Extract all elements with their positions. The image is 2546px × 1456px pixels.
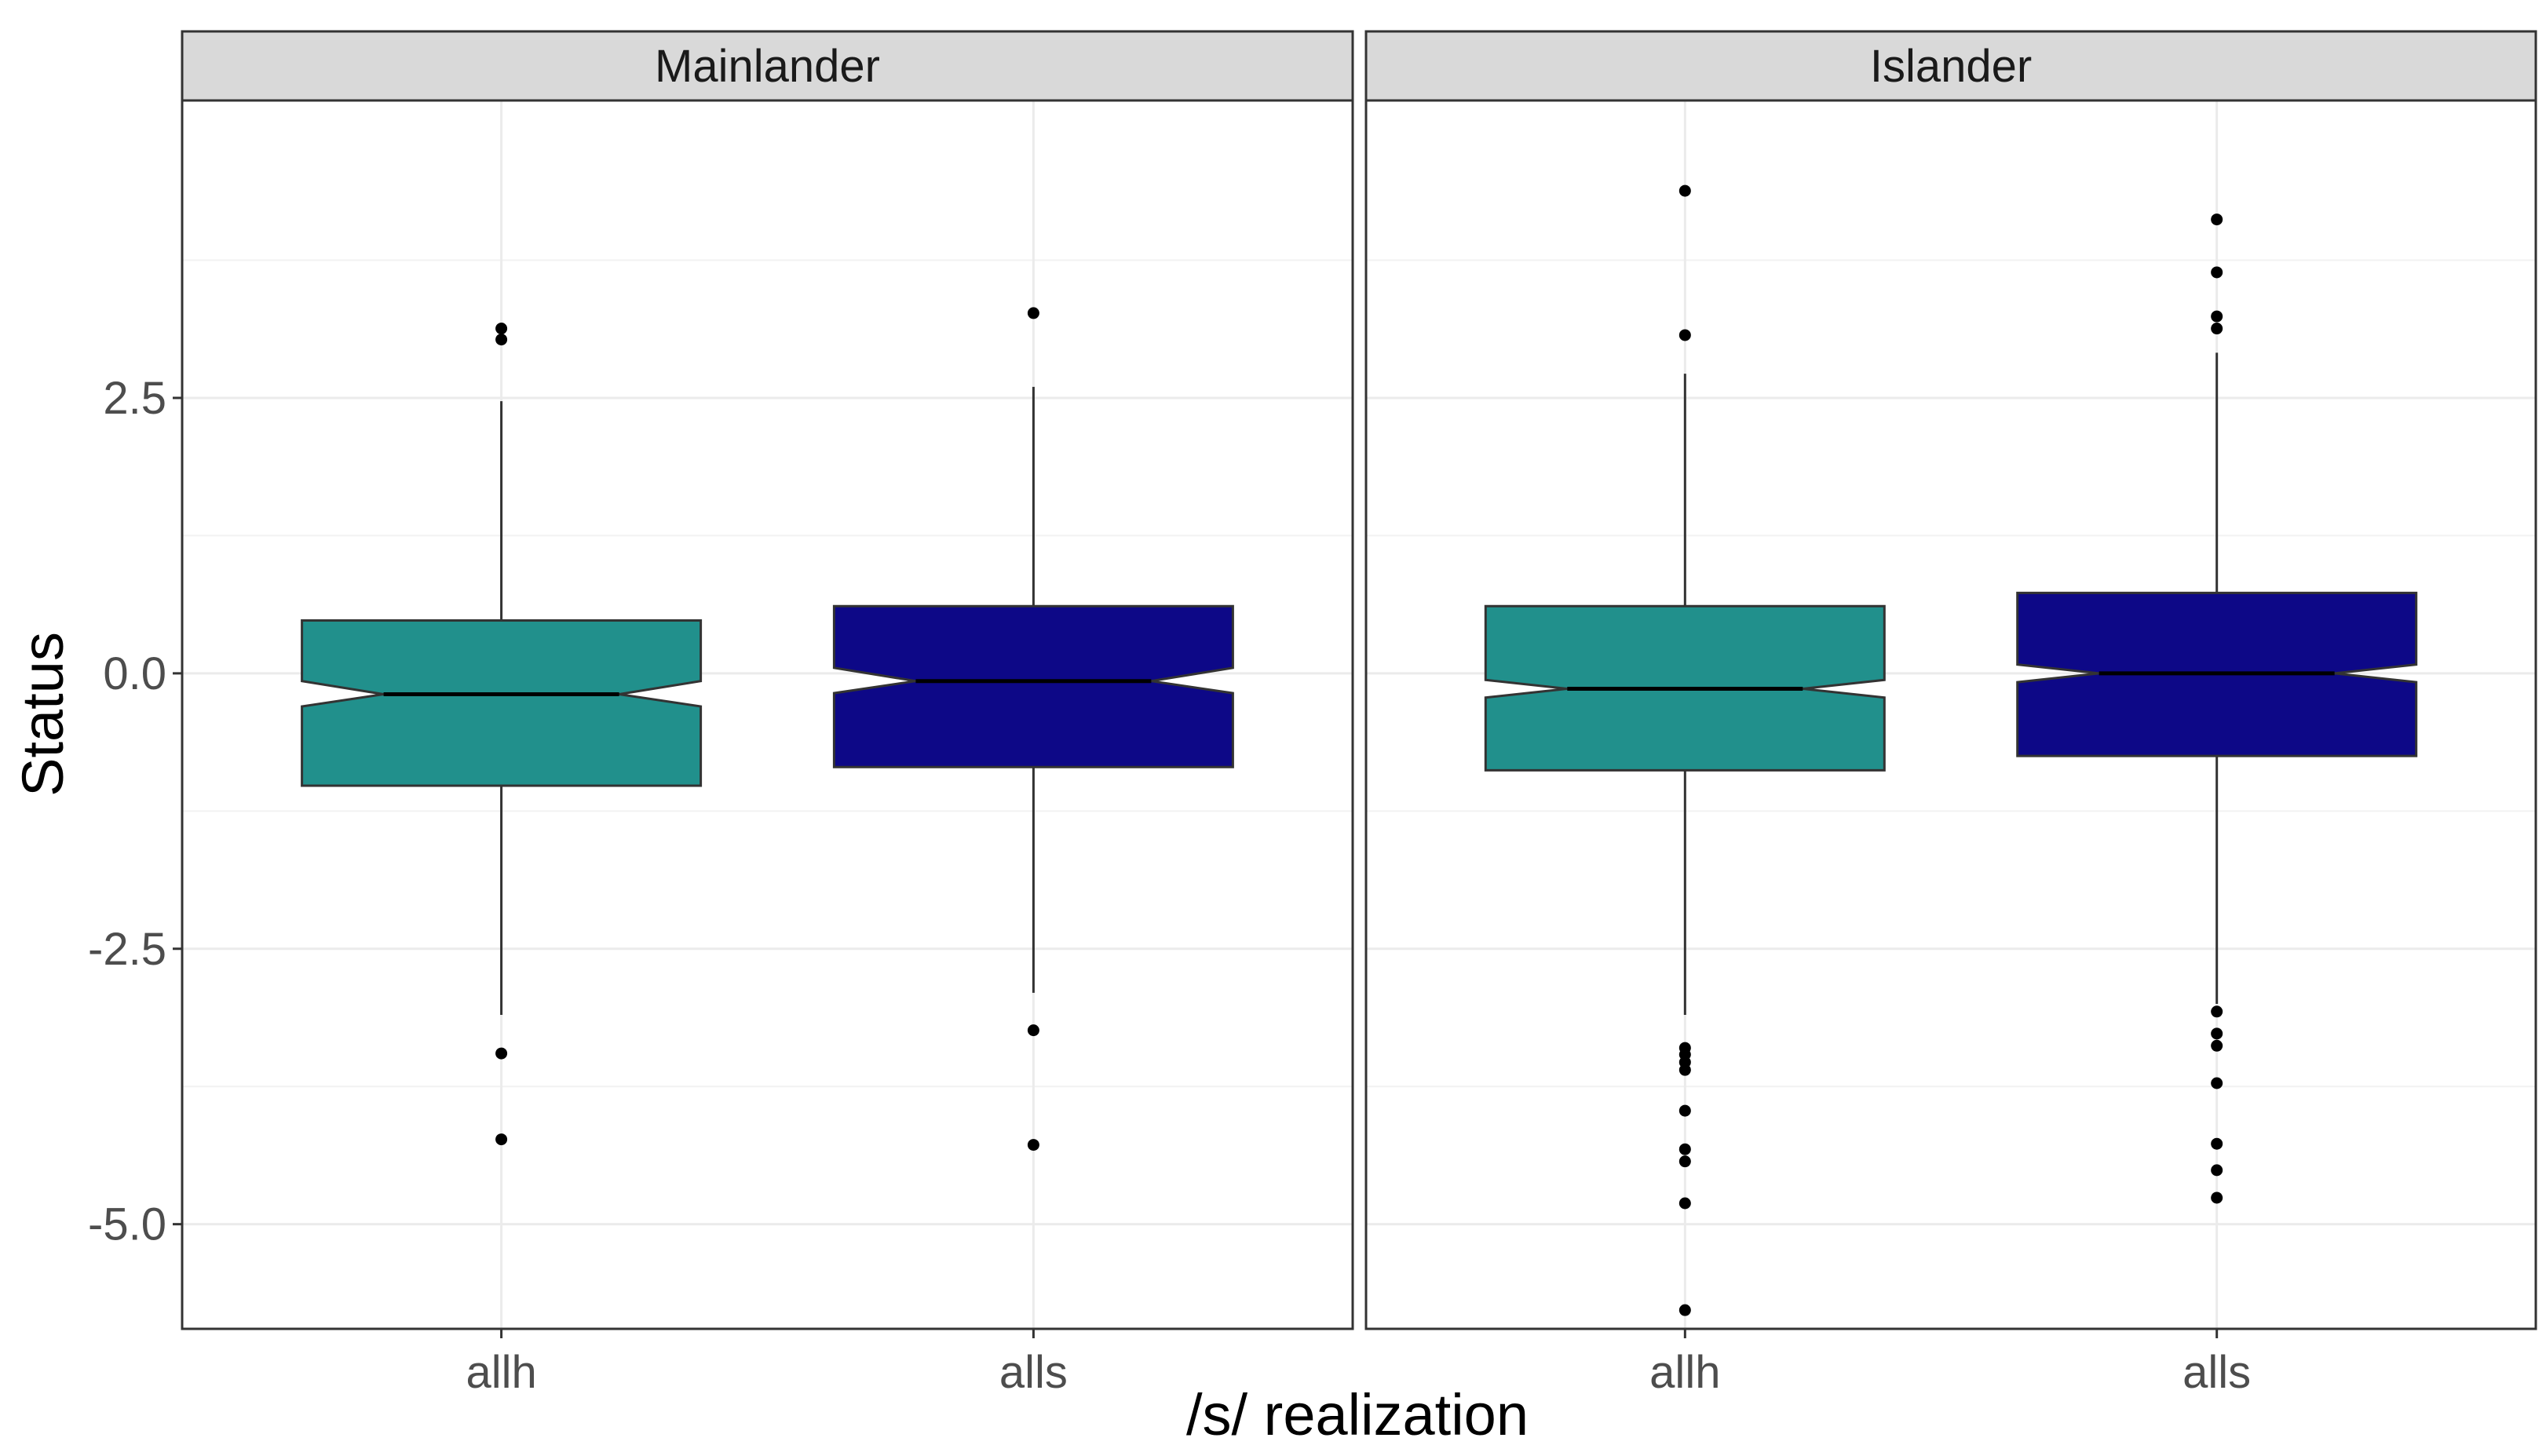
outlier-point — [1678, 1197, 1691, 1210]
notched-box — [832, 604, 1234, 768]
outlier-point — [1678, 184, 1691, 197]
outlier-point — [2211, 1027, 2223, 1040]
facet-strip-label: Mainlander — [655, 41, 880, 92]
outlier-point — [2211, 266, 2223, 279]
box-alls — [2016, 213, 2418, 1204]
outlier-point — [2211, 323, 2223, 335]
outlier-point — [2211, 1077, 2223, 1089]
panel-border — [181, 99, 1354, 1330]
outlier-point — [1678, 1104, 1691, 1117]
outlier-point — [1027, 1024, 1039, 1037]
facet-panel-islander: Islander allh alls — [1364, 30, 2537, 1398]
outlier-point — [1678, 1143, 1691, 1155]
panel-border — [1364, 99, 2537, 1330]
outlier-point — [495, 334, 508, 346]
outlier-point — [2211, 310, 2223, 323]
outlier-point — [2211, 1191, 2223, 1204]
y-tick-label: 2.5 — [103, 373, 166, 424]
y-tick-label: -5.0 — [88, 1199, 166, 1250]
y-axis: 2.5 0.0 -2.5 -5.0 — [88, 373, 182, 1250]
outlier-point — [495, 323, 508, 335]
outlier-point — [2211, 1137, 2223, 1150]
facet-strip-label: Islander — [1870, 41, 2032, 92]
outlier-point — [1678, 1304, 1691, 1316]
x-tick-label: alls — [999, 1347, 1068, 1398]
y-tick-label: -2.5 — [88, 924, 166, 975]
outlier-point — [2211, 1039, 2223, 1052]
outlier-point — [2211, 1164, 2223, 1177]
x-axis-title: /s/ realization — [1186, 1382, 1529, 1447]
outlier-point — [2211, 1005, 2223, 1018]
box-alls — [832, 307, 1234, 1151]
outlier-point — [1678, 329, 1691, 341]
facet-panels: Mainlander allh alls Islander allh alls — [181, 30, 2537, 1398]
box-allh — [301, 323, 703, 1146]
outlier-point — [1678, 1155, 1691, 1168]
y-axis-title: Status — [10, 632, 75, 797]
x-tick-label: allh — [466, 1347, 536, 1398]
outlier-point — [1027, 1139, 1039, 1151]
x-tick-label: allh — [1649, 1347, 1720, 1398]
x-tick-label: alls — [2183, 1347, 2251, 1398]
facet-panel-mainlander: Mainlander allh alls — [181, 30, 1354, 1398]
outlier-point — [495, 1047, 508, 1060]
outlier-point — [495, 1133, 508, 1146]
outlier-point — [1027, 307, 1039, 319]
box-allh — [1484, 184, 1886, 1316]
outlier-point — [1678, 1064, 1691, 1076]
notched-box — [301, 619, 703, 787]
y-tick-label: 0.0 — [103, 648, 166, 699]
facet-strip — [181, 30, 1354, 102]
outlier-point — [2211, 213, 2223, 226]
